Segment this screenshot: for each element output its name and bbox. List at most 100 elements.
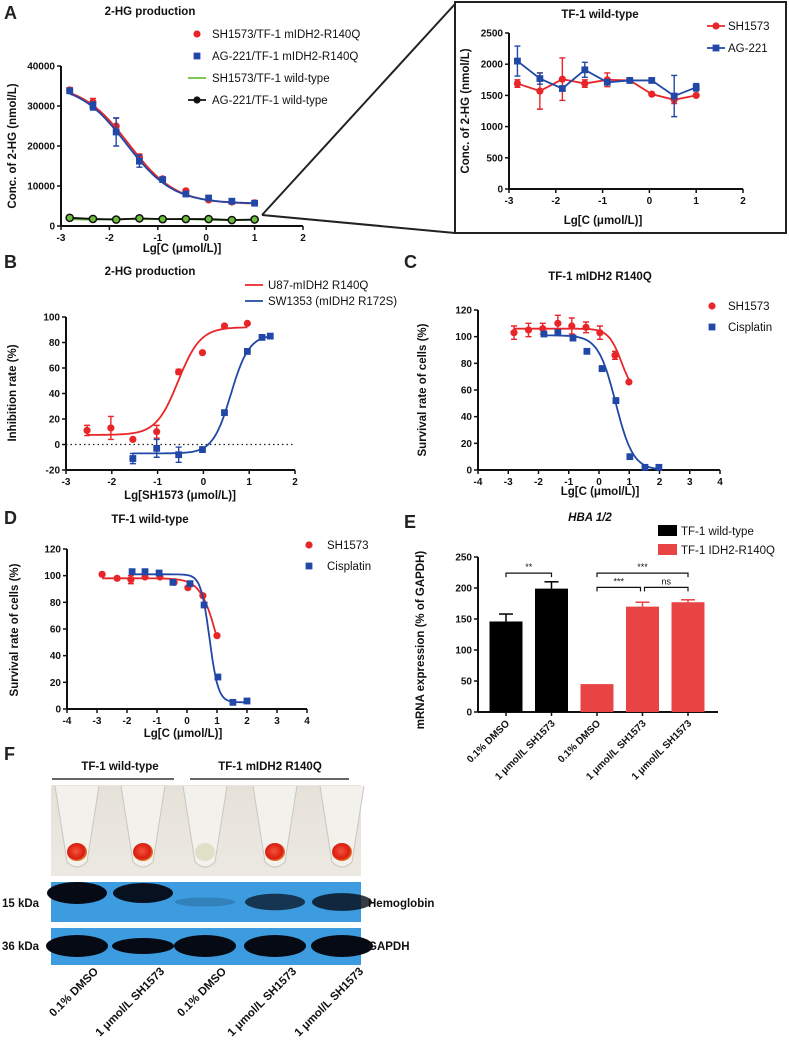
- data-point: [175, 451, 183, 459]
- y-tick-label: 500: [486, 153, 503, 164]
- data-point: [221, 409, 228, 417]
- data-point: [186, 580, 194, 588]
- y-tick-label: 10000: [27, 182, 55, 193]
- legend-label: AG-221/TF-1 mIDH2-R140Q: [212, 51, 358, 63]
- fit-curve: [543, 334, 659, 470]
- inset-box: [454, 1, 787, 234]
- data-point: [581, 79, 589, 88]
- y-tick-label: 2000: [481, 60, 504, 71]
- lane-label: 1 μmol/L SH1573: [293, 966, 366, 1039]
- data-point: [596, 329, 604, 337]
- legend-label: Cisplatin: [728, 322, 772, 334]
- gapdh-band: [46, 935, 108, 957]
- hemoglobin-band: [312, 893, 372, 911]
- legend-label: SH1573: [327, 540, 369, 552]
- x-tick-label: -1: [153, 233, 162, 244]
- data-point: [569, 334, 577, 342]
- x-axis-label: Lg[SH1573 (μmol/L)]: [124, 490, 236, 502]
- significance-bracket: [643, 586, 689, 592]
- bar: [626, 606, 659, 712]
- category-label: 0.1% DMSO: [556, 718, 603, 765]
- data-point: [112, 128, 120, 136]
- significance-bracket: [505, 572, 553, 578]
- lane-label: 1 μmol/L SH1573: [94, 966, 167, 1039]
- x-tick-label: -1: [153, 477, 162, 488]
- y-tick-label: 20000: [27, 142, 55, 153]
- y-axis-label: Conc. of 2-HG (nmol/L): [460, 48, 472, 173]
- x-tick-label: 0: [647, 196, 653, 207]
- data-point: [199, 446, 206, 453]
- x-axis-label: Lg[C (μmol/L)]: [144, 728, 223, 740]
- data-point: [89, 102, 97, 110]
- series-1: [514, 45, 700, 118]
- data-point: [626, 77, 634, 84]
- data-point: [228, 197, 236, 205]
- x-tick-label: -3: [504, 477, 513, 488]
- chart-0: 2-HG production 0 10000 20000 30000 40000 -3 -2…: [7, 6, 360, 255]
- x-tick-label: 4: [717, 477, 723, 488]
- y-tick-label: 20: [461, 439, 473, 450]
- x-tick-label: -3: [93, 716, 102, 727]
- hemoglobin-band: [47, 882, 107, 904]
- y-tick-label: 30000: [27, 102, 55, 113]
- data-point: [648, 77, 656, 84]
- data-point: [204, 214, 213, 224]
- chart-title: TF-1 wild-type: [561, 9, 638, 21]
- legend-label: AG-221: [728, 43, 768, 55]
- y-tick-label: 0: [466, 466, 472, 477]
- lane-label: 1 μmol/L SH1573: [226, 966, 299, 1039]
- x-tick-label: 0: [184, 716, 190, 727]
- data-point: [113, 574, 121, 582]
- legend-marker: [305, 541, 313, 549]
- panel-letter-e: E: [404, 512, 416, 532]
- data-point: [83, 426, 91, 435]
- data-point: [581, 66, 589, 74]
- group-label-mutant: TF-1 mIDH2 R140Q: [218, 761, 322, 773]
- data-point: [66, 87, 74, 95]
- x-axis-label: Lg[C (μmol/L)]: [564, 215, 643, 227]
- significance-label: **: [525, 562, 533, 572]
- x-tick-label: -4: [63, 716, 72, 727]
- y-tick-label: 60: [461, 386, 473, 397]
- y-tick-label: 250: [455, 553, 472, 564]
- y-axis-label: Survival rate of cells (%): [9, 563, 21, 696]
- lane-label: 0.1% DMSO: [47, 966, 101, 1020]
- protein-label-hemoglobin: Hemoglobin: [368, 898, 434, 910]
- chart-title: TF-1 wild-type: [111, 514, 188, 526]
- legend-label: SW1353 (mIDH2 R172S): [268, 296, 397, 308]
- x-tick-label: 0: [201, 477, 207, 488]
- data-point: [227, 215, 237, 225]
- tube: [252, 785, 298, 868]
- data-point: [107, 424, 115, 432]
- x-tick-label: 3: [687, 477, 693, 488]
- data-point: [128, 568, 136, 576]
- x-tick-label: 2: [657, 477, 663, 488]
- red-pellet: [67, 843, 87, 861]
- chart-title: 2-HG production: [105, 6, 196, 18]
- category-label: 0.1% DMSO: [465, 718, 512, 765]
- legend-label: AG-221/TF-1 wild-type: [212, 95, 328, 107]
- y-tick-label: 100: [43, 313, 60, 324]
- y-tick-label: 60: [50, 625, 62, 636]
- y-tick-label: 0: [54, 440, 60, 451]
- data-point: [135, 214, 144, 223]
- data-point: [88, 214, 98, 224]
- bar: [580, 684, 614, 712]
- bar: [489, 621, 523, 712]
- data-point: [540, 330, 548, 338]
- chart-3: TF-1 mIDH2 R140Q 0 20 40 60 80 100 120 -4 -3 -2 -1 0…: [417, 271, 772, 498]
- x-tick-label: 1: [626, 477, 632, 488]
- significance-label: ns: [661, 576, 671, 586]
- data-point: [539, 325, 547, 333]
- bar: [535, 588, 568, 712]
- red-pellet: [332, 843, 352, 861]
- x-tick-label: 1: [246, 477, 252, 488]
- x-tick-label: 2: [740, 196, 746, 207]
- bar: [671, 602, 705, 712]
- y-tick-label: 200: [455, 584, 472, 595]
- series-1: [128, 568, 251, 706]
- fit-curve: [69, 92, 255, 205]
- legend-swatch: [658, 525, 677, 536]
- zoom-connector-top: [261, 3, 456, 216]
